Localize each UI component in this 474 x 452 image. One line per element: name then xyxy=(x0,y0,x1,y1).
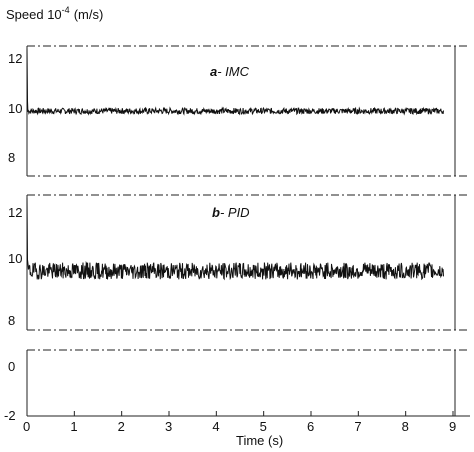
ytick-a-10: 10 xyxy=(8,101,22,116)
ytick-a-12: 12 xyxy=(8,51,22,66)
panel-a-text: - IMC xyxy=(217,64,249,79)
ytick-a-8: 8 xyxy=(8,150,15,165)
ytick-b-8: 8 xyxy=(8,313,15,328)
series-b-line xyxy=(26,197,444,281)
ylabel-exponent: -4 xyxy=(62,5,70,15)
x-tick-label-9: 9 xyxy=(449,419,456,434)
panel-a: a- IMC 12 10 8 xyxy=(8,48,444,165)
x-tick-label-3: 3 xyxy=(165,419,172,434)
ytick-c-0: 0 xyxy=(8,359,15,374)
panel-b-text: - PID xyxy=(220,205,250,220)
ylabel-prefix: Speed 10 xyxy=(6,7,62,22)
xlabel: Time (s) xyxy=(236,433,283,448)
x-tick-label-0: 0 xyxy=(23,419,30,434)
panel-b: b- PID 12 10 8 xyxy=(8,197,444,328)
x-tick-label-6: 6 xyxy=(307,419,314,434)
x-tick-label-7: 7 xyxy=(354,419,361,434)
panel-a-letter: a xyxy=(210,64,217,79)
x-ticks: 0 1 2 3 4 5 6 7 8 9 xyxy=(23,411,456,434)
panel-frames xyxy=(26,45,470,417)
ytick-b-10: 10 xyxy=(8,251,22,266)
x-tick-label-4: 4 xyxy=(212,419,219,434)
x-tick-label-2: 2 xyxy=(118,419,125,434)
ylabel: Speed 10-4 (m/s) xyxy=(6,5,103,22)
ytick-c-minus2: -2 xyxy=(4,408,16,423)
panel-b-letter: b xyxy=(212,205,220,220)
panel-b-label: b- PID xyxy=(212,205,250,220)
panel-c: 0 -2 0 1 2 3 4 5 6 7 8 9 xyxy=(4,359,456,434)
x-tick-label-1: 1 xyxy=(70,419,77,434)
ytick-b-12: 12 xyxy=(8,205,22,220)
ylabel-suffix: (m/s) xyxy=(74,7,104,22)
x-tick-label-8: 8 xyxy=(402,419,409,434)
x-tick-label-5: 5 xyxy=(260,419,267,434)
series-a-line xyxy=(26,48,444,116)
panel-a-label: a- IMC xyxy=(210,64,250,79)
